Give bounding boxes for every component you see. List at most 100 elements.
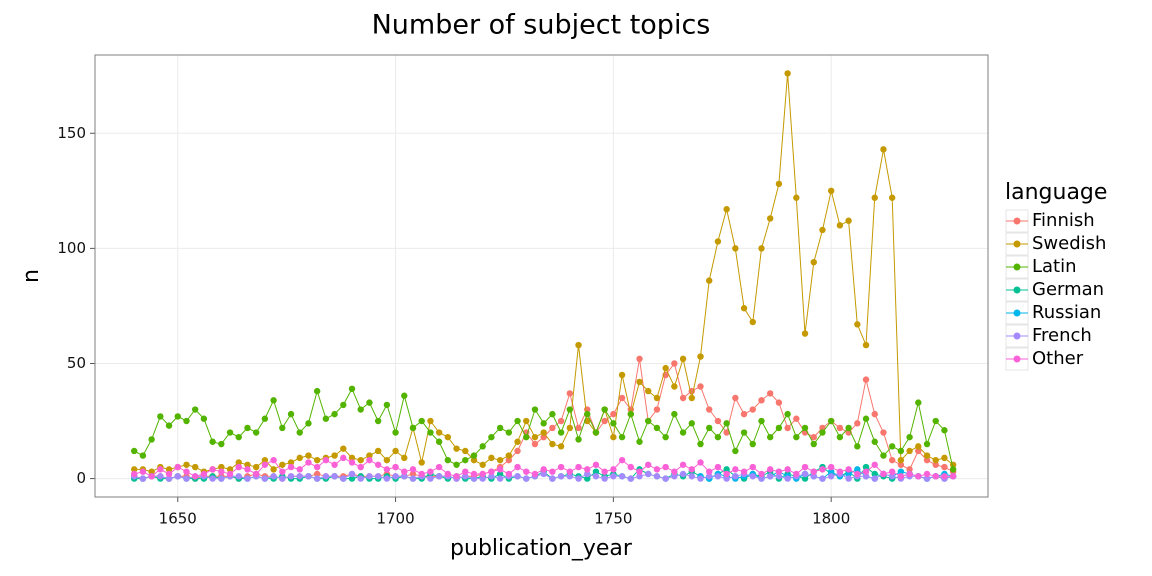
data-point [610, 473, 617, 480]
data-point [348, 475, 356, 482]
data-point [601, 475, 608, 482]
data-point [209, 475, 216, 482]
data-point [697, 440, 704, 448]
data-point [592, 473, 600, 480]
legend-label: French [1032, 325, 1092, 346]
data-point [714, 238, 722, 245]
data-point [740, 410, 748, 418]
data-point [462, 447, 469, 455]
data-point [296, 454, 303, 462]
data-point [435, 473, 443, 480]
data-point [165, 466, 173, 473]
data-point [139, 475, 147, 482]
data-point [496, 475, 504, 482]
data-point [941, 463, 948, 471]
data-point [313, 456, 321, 464]
data-point [557, 417, 565, 425]
data-point [531, 406, 539, 413]
data-point [392, 447, 399, 455]
data-point [409, 466, 417, 473]
data-point [427, 468, 434, 475]
data-point [801, 424, 809, 432]
data-point [270, 397, 277, 404]
data-point [366, 473, 373, 480]
data-point [679, 470, 687, 478]
data-point [758, 470, 765, 478]
data-point [540, 429, 547, 436]
data-point [679, 461, 687, 468]
data-point [392, 429, 399, 436]
data-point [949, 466, 957, 473]
data-point [714, 463, 722, 471]
data-point [610, 420, 617, 427]
x-tick-label: 1700 [376, 510, 414, 528]
panel-border [94, 54, 989, 498]
data-point [165, 422, 173, 429]
data-point [645, 387, 652, 395]
data-point [880, 470, 887, 478]
data-point [801, 463, 809, 471]
legend-dot [1013, 332, 1021, 340]
legend-label: Russian [1032, 302, 1101, 323]
data-point [845, 466, 852, 473]
data-point [209, 438, 216, 445]
data-point [566, 473, 574, 480]
data-point [645, 470, 652, 478]
data-point [296, 429, 303, 436]
data-point [758, 417, 765, 425]
data-point [357, 456, 364, 464]
data-point [575, 424, 582, 432]
data-point [827, 463, 835, 471]
data-point [348, 459, 356, 466]
data-point [714, 433, 722, 441]
data-point [183, 461, 190, 468]
data-point [584, 470, 591, 478]
data-point [435, 429, 443, 436]
data-point [331, 410, 338, 418]
data-point [819, 424, 826, 432]
data-point [401, 468, 408, 475]
data-point [261, 475, 269, 482]
legend-dot [1013, 263, 1021, 271]
data-point [183, 475, 190, 482]
data-point [374, 473, 382, 480]
data-point [714, 473, 722, 480]
data-point [679, 394, 687, 402]
data-point [427, 429, 434, 436]
data-point [610, 433, 617, 441]
data-point [488, 454, 495, 462]
data-point [714, 417, 722, 425]
data-point [636, 378, 643, 386]
data-point [479, 475, 486, 482]
x-tick-label: 1750 [594, 510, 632, 528]
data-point [793, 415, 800, 422]
data-point [793, 194, 800, 201]
data-point [496, 470, 504, 478]
data-point [888, 194, 896, 201]
data-point [758, 397, 765, 404]
data-point [148, 436, 155, 443]
data-point [871, 461, 878, 468]
data-point [287, 459, 295, 466]
data-point [923, 440, 931, 448]
data-point [409, 424, 417, 432]
data-point [313, 475, 321, 482]
data-point [636, 468, 643, 475]
data-point [923, 475, 931, 482]
data-point [505, 452, 513, 459]
data-point [418, 470, 425, 478]
data-point [653, 473, 661, 480]
data-point [662, 463, 669, 471]
data-point [174, 463, 181, 471]
series [131, 70, 957, 475]
data-point [435, 438, 443, 445]
data-point [191, 406, 199, 413]
data-point [566, 406, 574, 413]
data-point [305, 459, 312, 466]
data-point [775, 468, 783, 475]
legend-label: Latin [1032, 256, 1077, 277]
data-point [827, 473, 835, 480]
data-point [706, 424, 713, 432]
data-point [470, 470, 478, 478]
data-point [793, 470, 800, 478]
